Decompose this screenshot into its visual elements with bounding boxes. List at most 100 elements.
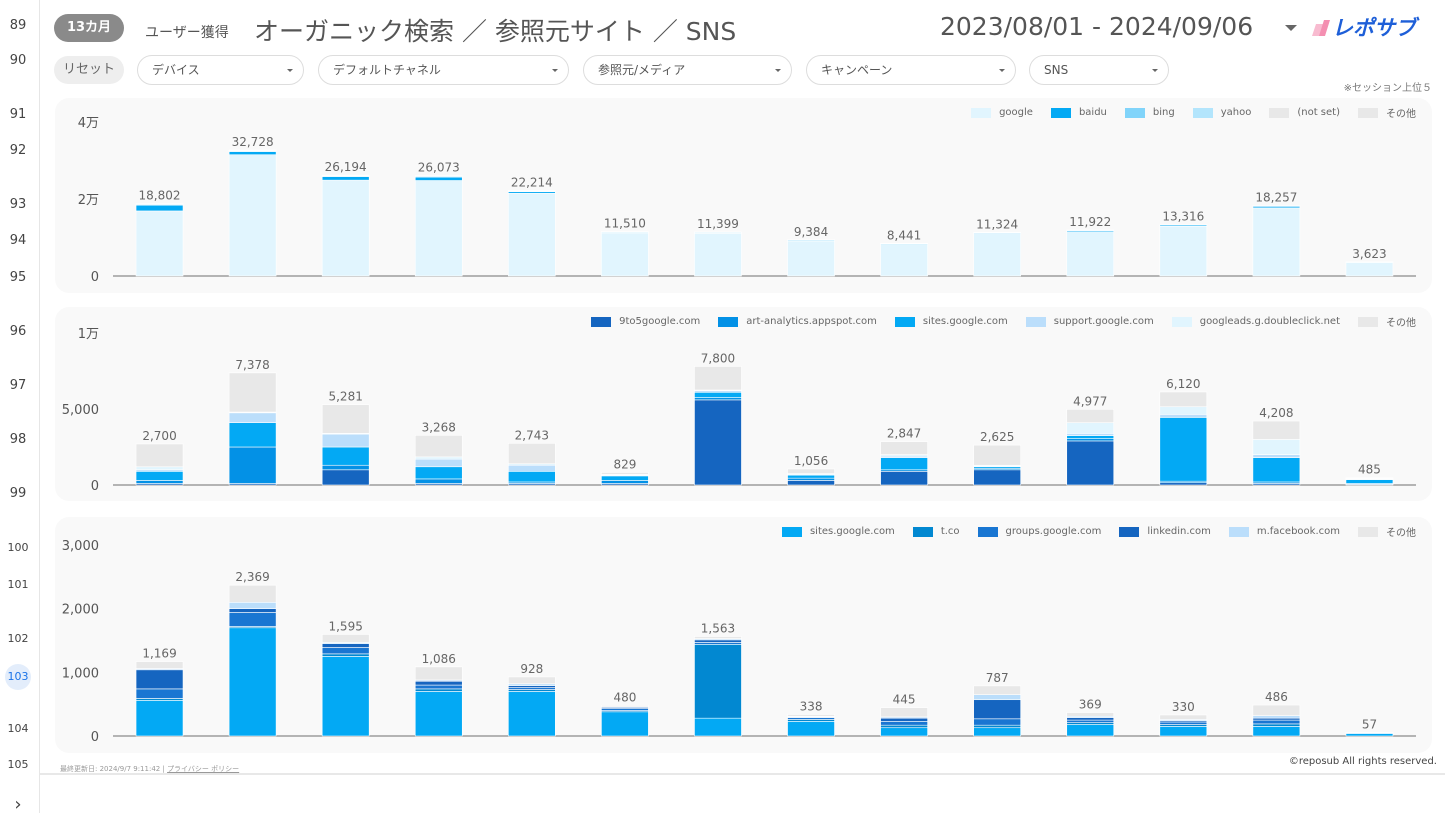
bar-segment[interactable] xyxy=(136,670,183,689)
date-range-picker[interactable]: 2023/08/01 - 2024/09/06 xyxy=(940,12,1253,41)
legend-item[interactable]: support.google.com xyxy=(1026,314,1154,329)
bar-segment[interactable] xyxy=(1067,232,1114,276)
bar-segment[interactable] xyxy=(229,585,276,602)
bar-segment[interactable] xyxy=(1160,407,1207,415)
bar-segment[interactable] xyxy=(601,480,648,483)
bar-segment[interactable] xyxy=(601,233,648,276)
bar-segment[interactable] xyxy=(415,177,462,180)
bar-segment[interactable] xyxy=(1346,478,1393,479)
bar-segment[interactable] xyxy=(1160,483,1207,485)
bar-segment[interactable] xyxy=(1160,414,1207,417)
bar-segment[interactable] xyxy=(1067,713,1114,717)
row-number[interactable]: 101 xyxy=(0,578,36,591)
bar-segment[interactable] xyxy=(229,602,276,608)
bar-segment[interactable] xyxy=(1067,725,1114,736)
bar-segment[interactable] xyxy=(415,685,462,689)
bar-segment[interactable] xyxy=(415,467,462,479)
bar-segment[interactable] xyxy=(788,475,835,478)
bar-segment[interactable] xyxy=(322,654,369,657)
bar-segment[interactable] xyxy=(974,728,1021,736)
row-number[interactable]: 91 xyxy=(0,107,36,122)
bar-segment[interactable] xyxy=(881,721,928,725)
reset-button[interactable]: リセット xyxy=(54,56,124,84)
bar-segment[interactable] xyxy=(694,392,741,397)
bar-segment[interactable] xyxy=(974,719,1021,725)
legend-item[interactable]: googleads.g.doubleclick.net xyxy=(1172,314,1340,329)
bar-segment[interactable] xyxy=(974,695,1021,700)
bar-segment[interactable] xyxy=(229,628,276,736)
bar-segment[interactable] xyxy=(788,480,835,485)
bar-segment[interactable] xyxy=(415,691,462,736)
bar-segment[interactable] xyxy=(508,677,555,684)
bar-segment[interactable] xyxy=(415,459,462,467)
bar-segment[interactable] xyxy=(788,714,835,716)
legend-item[interactable]: art-analytics.appspot.com xyxy=(718,314,877,329)
bar-segment[interactable] xyxy=(1067,433,1114,435)
bar-segment[interactable] xyxy=(881,728,928,736)
bar-segment[interactable] xyxy=(1253,705,1300,716)
bar-segment[interactable] xyxy=(881,458,928,470)
bar-segment[interactable] xyxy=(601,705,648,706)
bar-segment[interactable] xyxy=(694,644,741,718)
row-number[interactable]: 90 xyxy=(0,53,36,68)
row-number[interactable]: 100 xyxy=(0,541,36,554)
chevron-down-icon[interactable] xyxy=(1285,25,1297,31)
bar-segment[interactable] xyxy=(1253,720,1300,724)
bar-segment[interactable] xyxy=(1160,226,1207,276)
bar-segment[interactable] xyxy=(1067,718,1114,721)
row-number[interactable]: 95 xyxy=(0,270,36,285)
bar-segment[interactable] xyxy=(229,373,276,412)
bar-segment[interactable] xyxy=(322,644,369,648)
bar-segment[interactable] xyxy=(1067,409,1114,422)
bar-segment[interactable] xyxy=(322,656,369,736)
bar-segment[interactable] xyxy=(1346,263,1393,276)
bar-segment[interactable] xyxy=(1253,716,1300,719)
bar-segment[interactable] xyxy=(508,193,555,276)
bar-segment[interactable] xyxy=(508,691,555,736)
bar-segment[interactable] xyxy=(229,447,276,483)
bar-segment[interactable] xyxy=(1067,436,1114,439)
bar-segment[interactable] xyxy=(136,480,183,483)
legend-item[interactable]: sites.google.com xyxy=(782,524,895,539)
legend-item[interactable]: その他 xyxy=(1358,524,1416,539)
row-number[interactable]: 94 xyxy=(0,233,36,248)
bar-segment[interactable] xyxy=(415,457,462,459)
bar-segment[interactable] xyxy=(322,405,369,434)
bar-segment[interactable] xyxy=(974,700,1021,719)
bar-segment[interactable] xyxy=(1160,417,1207,481)
legend-item[interactable]: yahoo xyxy=(1193,105,1252,120)
legend-item[interactable]: その他 xyxy=(1358,105,1416,120)
bar-segment[interactable] xyxy=(415,479,462,484)
row-number[interactable]: 103 xyxy=(5,664,31,690)
privacy-policy-link[interactable]: プライバシー ポリシー xyxy=(167,765,239,773)
bar-segment[interactable] xyxy=(694,398,741,400)
bar-segment[interactable] xyxy=(881,718,928,721)
bar-segment[interactable] xyxy=(1067,439,1114,441)
bar-segment[interactable] xyxy=(229,423,276,447)
bar-segment[interactable] xyxy=(508,465,555,471)
bar-segment[interactable] xyxy=(1067,423,1114,434)
period-badge[interactable]: 13カ月 xyxy=(54,14,124,42)
legend-item[interactable]: groups.google.com xyxy=(978,524,1102,539)
row-number[interactable]: 102 xyxy=(0,632,36,645)
bar-segment[interactable] xyxy=(1346,480,1393,484)
bar-segment[interactable] xyxy=(788,721,835,736)
sns-filter[interactable]: SNS xyxy=(1029,55,1169,85)
bar-segment[interactable] xyxy=(974,445,1021,465)
bar-segment[interactable] xyxy=(229,152,276,155)
bar-segment[interactable] xyxy=(136,700,183,736)
bar-segment[interactable] xyxy=(694,366,741,390)
bar-segment[interactable] xyxy=(1160,726,1207,736)
bar-segment[interactable] xyxy=(229,612,276,626)
bar-segment[interactable] xyxy=(1253,439,1300,454)
bar-segment[interactable] xyxy=(136,444,183,467)
bar-segment[interactable] xyxy=(415,181,462,276)
row-number[interactable]: 105 xyxy=(0,758,36,771)
expand-chevron-icon[interactable]: › xyxy=(0,794,36,815)
bar-segment[interactable] xyxy=(974,725,1021,728)
bar-segment[interactable] xyxy=(322,177,369,180)
bar-segment[interactable] xyxy=(1067,441,1114,485)
bar-segment[interactable] xyxy=(136,467,183,470)
bar-segment[interactable] xyxy=(322,180,369,276)
bar-segment[interactable] xyxy=(1253,458,1300,482)
